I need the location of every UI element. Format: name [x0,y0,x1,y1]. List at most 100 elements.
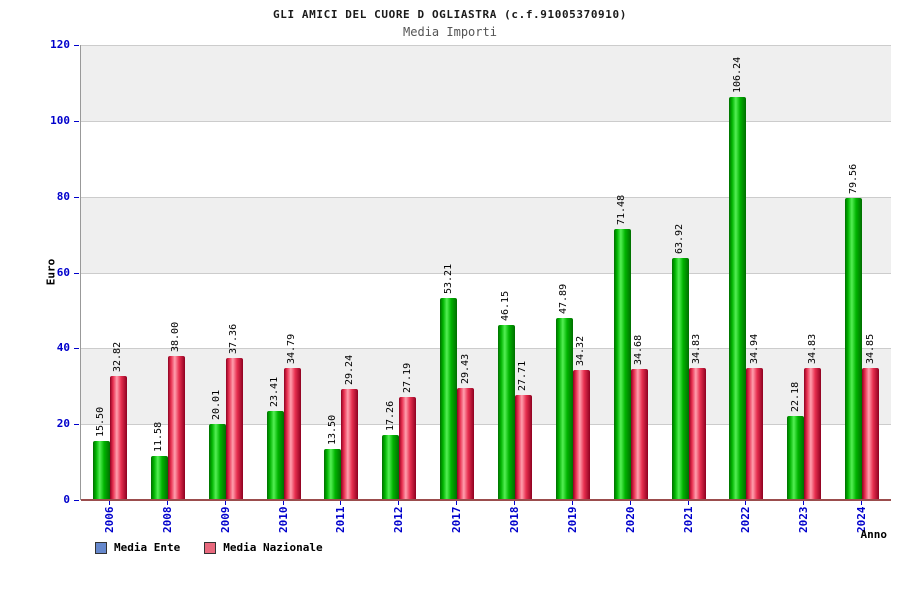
bar-value-label: 11.58 [153,421,165,453]
gridline [81,424,891,426]
x-tick-mark [456,501,458,505]
legend-swatch-media-nazionale [204,541,217,554]
bar-media-nazionale-2008 [167,355,185,500]
x-tick-mark [571,501,573,505]
y-axis: 0 20 40 60 80 100 120 [0,38,80,506]
bar-value-label: 29.24 [343,355,355,386]
bar-value-label: 34.83 [806,333,818,364]
bar-media-ente-2022 [729,97,747,500]
bar-value-label: 22.18 [789,381,801,412]
bar-media-ente-2024 [845,198,863,500]
bar-value-label: 34.32 [575,335,587,366]
x-tick-label: 2019 [565,506,579,534]
y-tick-mark [74,45,79,46]
x-tick-label: 2022 [739,506,753,534]
legend-item-media-nazionale: Media Nazionale [204,541,323,554]
x-tick-label: 2010 [276,506,290,534]
bar-value-label: 34.68 [633,334,645,365]
bar-media-nazionale-2012 [399,396,417,500]
bar-media-ente-2008 [150,456,168,500]
x-tick-label: 2006 [102,506,116,534]
y-tick-label: 20 [56,417,70,431]
x-tick-mark [629,501,631,505]
bar-value-label: 63.92 [674,223,685,254]
x-tick-mark [513,501,515,505]
bar-value-label: 34.83 [691,333,702,364]
y-tick-label: 100 [50,113,70,127]
y-tick-mark [74,424,79,426]
bar-value-label: 34.94 [748,333,760,364]
bar-value-label: 34.79 [286,333,297,365]
bar-media-nazionale-2023 [804,367,822,500]
y-tick-mark [74,348,79,350]
y-tick-label: 120 [50,38,70,51]
bar-media-ente-2012 [382,434,400,500]
x-tick-mark [687,501,689,505]
bar-value-label: 29.43 [459,354,471,385]
bar-media-ente-2010 [266,411,284,500]
bar-media-ente-2023 [787,415,805,500]
chart-title: GLI AMICI DEL CUORE D OGLIASTRA (c.f.910… [273,8,627,21]
legend-swatch-media-ente [95,541,107,554]
bar-media-nazionale-2024 [862,367,880,500]
bar-media-ente-2020 [613,228,631,500]
x-tick-mark [745,501,747,505]
bar-value-label: 17.26 [384,400,396,431]
bar-media-nazionale-2010 [283,368,301,500]
bar-media-nazionale-2019 [572,369,590,500]
y-tick-label: 0 [63,493,70,506]
x-tick-mark [398,501,400,505]
legend-label-media-ente: Media Ente [114,541,181,554]
plot-area: 15.50 32.82 11.58 38.00 20.01 37.36 23.41 34.79… [80,45,891,501]
bar-media-ente-2021 [671,257,689,500]
legend-label-media-nazionale: Media Nazionale [223,541,323,554]
x-tick-mark [340,501,342,505]
x-tick-mark [803,501,805,505]
x-tick-mark [224,501,226,505]
y-tick-mark [74,120,79,122]
bar-media-ente-2018 [497,325,515,500]
x-tick-label: 2012 [392,506,406,534]
bar-value-label: 46.15 [500,290,512,322]
bar-value-label: 20.01 [211,390,223,421]
legend: Media Ente Media Nazionale [95,541,323,554]
gridline [81,348,891,350]
gridline [81,45,891,46]
bar-media-nazionale-2018 [514,394,532,500]
y-tick-label: 80 [56,189,70,203]
y-tick-mark [74,196,79,198]
plot-band [81,196,891,273]
bar-media-nazionale-2011 [341,389,359,500]
x-tick-label: 2008 [160,506,174,534]
bar-media-ente-2009 [208,424,226,500]
chart-subtitle: Media Importi [403,25,497,39]
y-tick-mark [74,500,79,501]
y-tick-label: 60 [56,265,70,279]
bar-value-label: 71.48 [616,194,628,225]
bar-media-nazionale-2021 [688,367,706,500]
x-tick-label: 2021 [681,506,695,534]
x-tick-label: 2020 [623,506,637,534]
bar-media-nazionale-2006 [109,375,127,500]
bar-value-label: 13.50 [326,414,338,445]
bar-value-label: 32.82 [112,341,124,372]
x-axis-title: Anno [860,528,888,541]
x-axis-line [81,499,891,501]
x-tick-label: 2009 [218,506,232,534]
bar-value-label: 34.85 [864,333,876,364]
gridline [81,272,891,274]
bar-value-label: 47.89 [558,284,570,315]
bar-value-label: 79.56 [847,164,859,195]
x-tick-label: 2017 [450,506,464,534]
x-tick-mark [166,501,168,505]
bar-media-ente-2019 [555,318,573,500]
bar-media-nazionale-2022 [746,367,764,500]
x-tick-mark [282,501,284,505]
x-axis: 2006 2008 2009 2010 2011 2012 2017 2018 2019 2020… [80,500,890,555]
bar-value-label: 23.41 [269,377,280,408]
y-tick-mark [74,272,79,274]
bar-media-nazionale-2017 [457,388,475,500]
plot-band [81,45,891,121]
x-tick-mark [861,501,863,505]
bar-value-label: 27.71 [517,360,529,391]
